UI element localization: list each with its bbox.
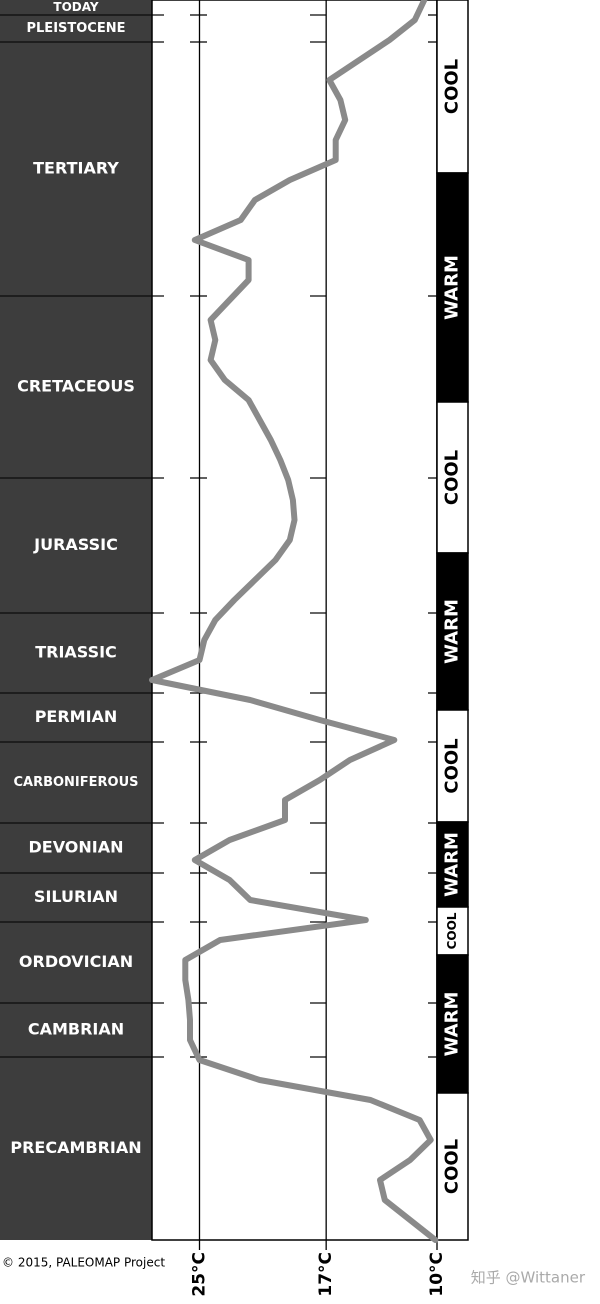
climate-label: COOL [445, 912, 459, 949]
climate-band [436, 0, 469, 174]
climate-label: WARM [442, 832, 463, 897]
credit: © 2015, PALEOMAP Project [2, 1256, 165, 1270]
climate-band [436, 709, 469, 823]
period-label: PRECAMBRIAN [10, 1138, 141, 1157]
period-label: TRIASSIC [35, 643, 117, 662]
period-label: ORDOVICIAN [19, 952, 133, 971]
watermark: 知乎 @Wittaner [471, 1269, 586, 1287]
climate-band [436, 172, 469, 403]
climate-band [436, 552, 469, 711]
period-label: DEVONIAN [28, 838, 123, 857]
period-label: CRETACEOUS [17, 377, 135, 396]
climate-band [436, 954, 469, 1094]
period-label: TERTIARY [33, 159, 119, 178]
climate-band [436, 906, 469, 956]
climate-band [436, 1092, 469, 1241]
x-tick-label: 10°C [427, 1252, 447, 1297]
climate-band [436, 401, 469, 554]
period-label: JURASSIC [33, 535, 118, 554]
climate-label: COOL [442, 59, 463, 114]
period-label: CARBONIFEROUS [13, 775, 138, 790]
x-tick-label: 17°C [316, 1252, 336, 1297]
period-label: PLEISTOCENE [27, 21, 126, 36]
period-label: TODAY [53, 0, 98, 14]
climate-label: WARM [442, 255, 463, 320]
x-tick-label: 25°C [190, 1252, 210, 1297]
period-label: SILURIAN [34, 887, 118, 906]
climate-label: COOL [442, 450, 463, 505]
climate-label: WARM [442, 599, 463, 664]
climate-label: COOL [442, 738, 463, 793]
period-column [0, 0, 152, 1240]
period-label: CAMBRIAN [28, 1020, 124, 1039]
climate-label: WARM [442, 992, 463, 1057]
climate-label: COOL [442, 1139, 463, 1194]
temperature-line [149, 0, 439, 1243]
period-label: PERMIAN [35, 707, 118, 726]
